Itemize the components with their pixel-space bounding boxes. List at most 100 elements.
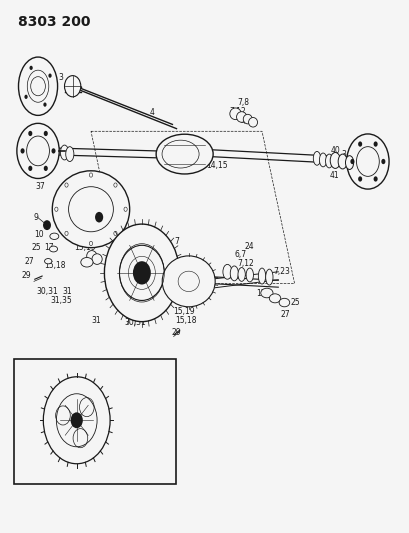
Circle shape <box>43 102 47 107</box>
Text: 8303 200: 8303 200 <box>18 14 90 29</box>
Text: 40: 40 <box>330 147 339 156</box>
Ellipse shape <box>229 108 240 119</box>
Ellipse shape <box>45 259 52 264</box>
Text: 7,12: 7,12 <box>229 107 245 116</box>
Text: 41: 41 <box>329 171 339 180</box>
Circle shape <box>357 176 361 182</box>
Text: 10: 10 <box>34 230 44 239</box>
Ellipse shape <box>236 112 246 122</box>
Text: 7,8: 7,8 <box>237 98 249 107</box>
Text: 3: 3 <box>58 73 63 82</box>
Ellipse shape <box>52 171 129 248</box>
Text: 9: 9 <box>34 213 38 222</box>
Circle shape <box>95 212 103 222</box>
Circle shape <box>17 123 59 179</box>
Text: 24: 24 <box>244 242 253 251</box>
Ellipse shape <box>258 268 265 284</box>
Text: 31: 31 <box>91 316 101 325</box>
Ellipse shape <box>329 152 339 168</box>
Text: ANTI SPIN DIFFERENTIAL: ANTI SPIN DIFFERENTIAL <box>58 471 131 476</box>
Text: 22: 22 <box>114 246 123 255</box>
Text: 15,18: 15,18 <box>44 261 66 270</box>
Text: 15,19: 15,19 <box>173 307 194 316</box>
Ellipse shape <box>60 145 68 160</box>
Text: 6,7: 6,7 <box>239 116 251 125</box>
Text: 7,39: 7,39 <box>85 235 103 244</box>
Ellipse shape <box>337 154 346 169</box>
Text: 36: 36 <box>65 182 75 191</box>
Text: 4: 4 <box>149 108 154 117</box>
Circle shape <box>133 261 151 285</box>
Text: 29: 29 <box>22 271 31 280</box>
Ellipse shape <box>50 233 58 239</box>
Text: 43: 43 <box>119 413 129 422</box>
Text: 2: 2 <box>44 70 48 79</box>
Text: 29: 29 <box>171 328 181 337</box>
Text: 28: 28 <box>148 247 157 256</box>
Text: 15,18: 15,18 <box>174 316 196 325</box>
Ellipse shape <box>49 246 57 252</box>
Ellipse shape <box>162 256 215 307</box>
Circle shape <box>29 66 33 70</box>
Text: 20,31: 20,31 <box>117 237 138 246</box>
Text: 17: 17 <box>256 288 265 297</box>
Text: 17: 17 <box>45 244 54 253</box>
Ellipse shape <box>65 147 74 161</box>
Ellipse shape <box>18 57 57 115</box>
Circle shape <box>48 74 52 78</box>
Circle shape <box>346 134 388 189</box>
Ellipse shape <box>279 298 289 307</box>
Circle shape <box>380 159 384 164</box>
Circle shape <box>44 166 48 171</box>
Text: 25: 25 <box>31 244 41 253</box>
Circle shape <box>44 221 50 229</box>
Ellipse shape <box>345 156 353 169</box>
Ellipse shape <box>319 153 326 167</box>
Text: 26: 26 <box>270 295 279 304</box>
Text: 14,15: 14,15 <box>206 161 227 170</box>
Text: 15,19: 15,19 <box>74 243 95 252</box>
Text: 30,31: 30,31 <box>124 318 146 327</box>
Text: 30,31: 30,31 <box>36 287 58 296</box>
Circle shape <box>52 148 55 154</box>
Ellipse shape <box>243 114 252 124</box>
Text: 7,12: 7,12 <box>237 259 254 268</box>
Ellipse shape <box>230 266 238 281</box>
Ellipse shape <box>248 117 257 127</box>
Text: 31: 31 <box>63 287 72 296</box>
Circle shape <box>28 166 32 171</box>
Ellipse shape <box>260 288 272 298</box>
Circle shape <box>25 95 28 99</box>
Text: 6,7: 6,7 <box>234 251 246 260</box>
Ellipse shape <box>269 294 280 303</box>
Ellipse shape <box>245 268 253 282</box>
Ellipse shape <box>222 264 231 279</box>
Ellipse shape <box>86 251 97 261</box>
Circle shape <box>104 224 179 321</box>
Ellipse shape <box>325 154 332 168</box>
Circle shape <box>70 413 83 428</box>
Bar <box>13 359 176 484</box>
Ellipse shape <box>81 257 93 267</box>
Text: 3: 3 <box>340 150 345 159</box>
Text: 27: 27 <box>280 310 290 319</box>
Circle shape <box>44 131 48 136</box>
Text: 33: 33 <box>154 263 164 272</box>
Text: 7: 7 <box>174 237 178 246</box>
Circle shape <box>350 159 354 164</box>
Ellipse shape <box>119 245 164 301</box>
Text: 1: 1 <box>356 156 360 165</box>
Text: 31,35: 31,35 <box>51 296 72 305</box>
Circle shape <box>28 131 32 136</box>
Circle shape <box>43 377 110 464</box>
Text: 5: 5 <box>364 177 369 186</box>
Circle shape <box>357 141 361 147</box>
Ellipse shape <box>92 254 102 264</box>
Ellipse shape <box>265 269 272 285</box>
Text: 7,23: 7,23 <box>272 268 289 276</box>
Circle shape <box>373 141 377 147</box>
Circle shape <box>20 148 25 154</box>
Circle shape <box>64 76 81 97</box>
Ellipse shape <box>312 151 320 165</box>
Ellipse shape <box>156 134 213 174</box>
